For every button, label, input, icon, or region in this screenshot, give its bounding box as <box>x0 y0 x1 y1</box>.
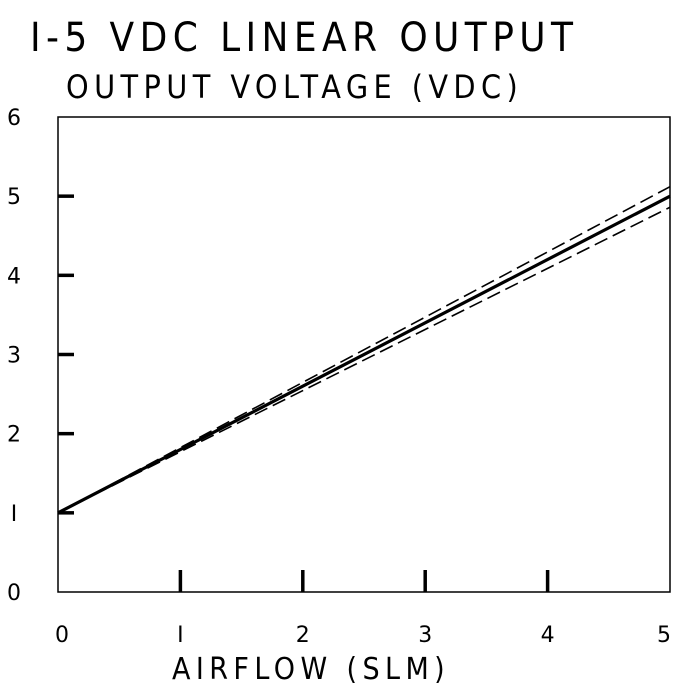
x-tick-label: I <box>177 623 184 648</box>
y-tick-label: 0 <box>7 581 21 606</box>
x-tick-label: 3 <box>418 623 432 648</box>
x-tick-label: 4 <box>541 623 555 648</box>
y-tick-label: 6 <box>7 106 21 131</box>
tolerance-line-dashed <box>57 206 671 514</box>
ticks-group <box>58 194 550 592</box>
x-axis-label: AIRFLOW (SLM) <box>172 652 451 687</box>
chart-title: I-5 VDC LINEAR OUTPUT <box>30 15 579 61</box>
y-tick-label: 3 <box>7 344 21 369</box>
tick-labels-group: 0 I 2 3 4 5 6 0 I 2 3 4 5 <box>7 106 671 648</box>
x-tick-label: 5 <box>657 623 671 648</box>
y-tick-label: 5 <box>7 185 21 210</box>
x-tick-label: 0 <box>55 623 69 648</box>
y-tick-label: 4 <box>7 264 21 289</box>
tolerance-line-dashed <box>57 185 671 514</box>
output-line <box>57 194 671 515</box>
x-tick-label: 2 <box>296 623 310 648</box>
chart-subtitle: OUTPUT VOLTAGE (VDC) <box>66 68 524 106</box>
series-group <box>57 185 671 515</box>
y-tick-label: 2 <box>7 423 21 448</box>
y-tick-label: I <box>11 502 18 527</box>
